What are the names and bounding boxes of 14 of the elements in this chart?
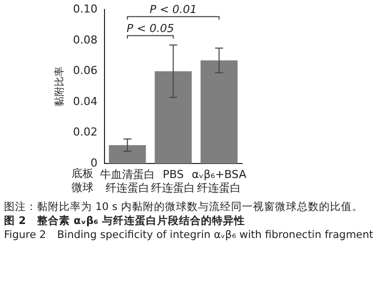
y-tick-label: 0.06 <box>72 64 98 78</box>
y-tick-label: 0.08 <box>72 33 98 46</box>
text: 底板微球 <box>71 166 94 194</box>
text: Figure 2 Binding specificity of integrin αᵥβ₆ with fibronectin fragment <box>4 228 374 242</box>
y-tick-label: 0.10 <box>72 2 98 16</box>
y-tick-label: 0.02 <box>72 126 98 139</box>
text: 图注：黏附比率为 10 s 内黏附的微球数与流经同一视窗微球总数的比值。 <box>4 200 364 214</box>
y-tick-label: 0 <box>90 156 98 170</box>
y-tick-label: 0.04 <box>72 94 98 108</box>
annotation: P < 0.01 <box>150 2 197 16</box>
text: 图 2 整合素 αᵥβ₆ 与纤连蛋白片段结合的特异性 <box>4 214 246 228</box>
y-axis-title: 黏附比率 <box>54 66 66 107</box>
x-tick-label: αᵥβ₆+BSA纤连蛋白 <box>192 168 247 194</box>
annotation: P < 0.05 <box>126 22 174 35</box>
